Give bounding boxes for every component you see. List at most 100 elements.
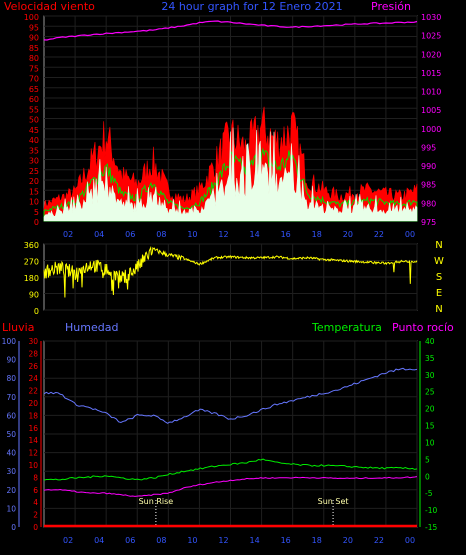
rain-tick: 18 [28,411,38,420]
humidity-tick: 10 [6,504,16,513]
rain-tick: 0 [33,523,38,532]
temperature-tick: -15 [425,523,437,532]
time-tick: 14 [249,230,259,239]
direction-tick: 180 [24,274,39,283]
time-tick: 16 [281,230,291,239]
pressure-tick: 1030 [421,13,441,22]
temperature-tick: 30 [425,371,435,380]
time-tick: 12 [218,230,228,239]
wind-pressure-panel: Velocidad viento 24 hour graph for 12 En… [4,0,441,239]
direction-tick: 90 [29,291,39,300]
wind-time-ticks: 02 04 06 08 10 12 14 16 18 20 22 00 [63,230,415,239]
rain-tick: 10 [28,461,38,470]
wind-speed-tick: 20 [29,177,39,186]
time-tick: 20 [343,230,353,239]
wind-speed-tick: 100 [24,13,39,22]
humidity-axis-label: Humedad [65,321,118,334]
time-tick: 00 [405,536,415,545]
sun-annotation: Sun Rise [139,497,174,506]
avg-series [43,127,418,222]
compass-label: S [436,272,442,283]
wind-speed-tick: 80 [29,54,39,63]
direction-tick: 360 [24,241,39,250]
wind-speed-tick: 85 [29,44,39,53]
humidity-series [43,367,418,528]
time-tick: 02 [63,536,73,545]
rain-tick: 24 [28,374,38,383]
time-tick: 10 [187,230,197,239]
time-tick: 16 [281,536,291,545]
time-tick: 20 [343,536,353,545]
temperature-tick: -5 [425,489,433,498]
humidity-tick: 30 [6,467,16,476]
wind-speed-tick: 35 [29,146,39,155]
wind-speed-tick: 75 [29,64,39,73]
rain-tick: 12 [28,449,38,458]
time-tick: 04 [94,536,104,545]
time-tick: 10 [187,536,197,545]
pressure-tick: 1015 [421,69,441,78]
wind-speed-tick: 40 [29,136,39,145]
time-tick: 14 [249,536,259,545]
humidity-tick: 70 [6,393,16,402]
pressure-tick: 985 [421,181,436,190]
sun-annotations: Sun Rise Sun Set [139,497,349,527]
humidity-tick: 90 [6,356,16,365]
temperature-tick: 5 [425,455,430,464]
rain-tick: 16 [28,424,38,433]
rain-axis-label: Lluvia [2,321,34,334]
chart-title: 24 hour graph for 12 Enero 2021 [161,0,342,13]
rain-tick: 30 [28,337,38,346]
pressure-tick: 1000 [421,125,441,134]
dewpoint-axis-label: Punto rocío [392,321,454,334]
pressure-tick: 1020 [421,50,441,59]
wind-speed-tick: 70 [29,75,39,84]
temperature-axis-label: Temperatura [311,321,382,334]
humidity-tick: 40 [6,449,16,458]
pressure-ticks: 975 980 985 990 995 1000 1005 1010 1015 1020 1025 1… [421,13,441,227]
rain-tick: 26 [28,362,38,371]
time-tick: 02 [63,230,73,239]
direction-series [43,245,418,298]
wind-plot-gridlines [44,15,418,222]
humidity-series [43,367,418,424]
direction-gridlines [44,243,418,311]
wind-speed-axis-label: Velocidad viento [4,0,95,13]
wind-speed-tick: 15 [29,187,39,196]
sun-annotation: Sun Set [318,497,349,506]
compass-label: E [436,288,442,299]
wind-speed-tick: 60 [29,95,39,104]
pressure-series [43,20,418,41]
rain-tick: 4 [33,498,38,507]
rain-tick: 22 [28,387,38,396]
wind-speed-tick: 5 [34,208,39,217]
time-tick: 18 [312,230,322,239]
humidity-tick: 0 [11,523,16,532]
pressure-tick: 995 [421,143,436,152]
rain-tick: 14 [28,436,38,445]
wind-plot-series [43,20,418,222]
pressure-axis-label: Presión [371,0,411,13]
wind-speed-tick: 10 [29,198,39,207]
direction-tick: 270 [24,258,39,267]
time-tick: 18 [312,536,322,545]
pressure-tick: 1025 [421,32,441,41]
time-tick: 12 [218,536,228,545]
wind-speed-tick: 50 [29,116,39,125]
humidity-tick: 80 [6,374,16,383]
rain-tick: 8 [33,473,38,482]
direction-ticks: 0 90 180 270 360 [24,241,39,316]
time-tick: 08 [156,230,166,239]
compass-label: N [435,304,442,315]
humidity-tick: 60 [6,411,16,420]
compass-label: N [435,240,442,251]
temperature-tick: 10 [425,438,435,447]
humidity-temp-axes: 0102030405060708090100024681012141618202… [2,337,438,532]
pressure-tick: 990 [421,162,436,171]
time-tick: 22 [374,536,384,545]
temperature-series [43,458,418,481]
temperature-tick: 0 [425,472,430,481]
temperature-tick: 20 [425,405,435,414]
